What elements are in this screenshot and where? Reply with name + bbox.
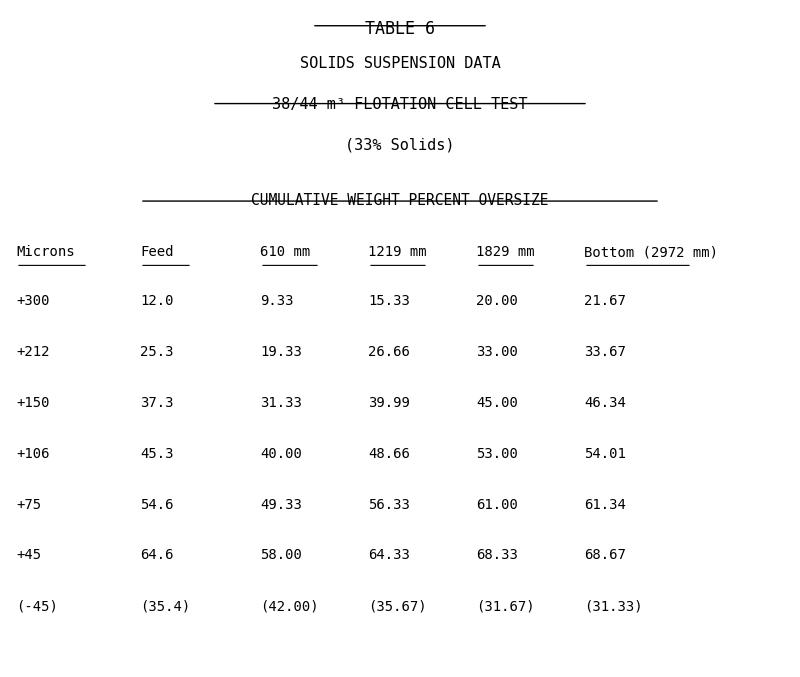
- Text: (35.4): (35.4): [140, 599, 190, 613]
- Text: 68.33: 68.33: [476, 548, 518, 563]
- Text: 1829 mm: 1829 mm: [476, 245, 534, 259]
- Text: 61.00: 61.00: [476, 498, 518, 512]
- Text: 68.67: 68.67: [584, 548, 626, 563]
- Text: CUMULATIVE WEIGHT PERCENT OVERSIZE: CUMULATIVE WEIGHT PERCENT OVERSIZE: [251, 193, 549, 208]
- Text: 46.34: 46.34: [584, 396, 626, 410]
- Text: (31.67): (31.67): [476, 599, 534, 613]
- Text: SOLIDS SUSPENSION DATA: SOLIDS SUSPENSION DATA: [300, 56, 500, 70]
- Text: 48.66: 48.66: [368, 447, 410, 461]
- Text: +212: +212: [16, 345, 50, 359]
- Text: +45: +45: [16, 548, 41, 563]
- Text: 54.01: 54.01: [584, 447, 626, 461]
- Text: (31.33): (31.33): [584, 599, 642, 613]
- Text: 61.34: 61.34: [584, 498, 626, 512]
- Text: +75: +75: [16, 498, 41, 512]
- Text: +300: +300: [16, 294, 50, 309]
- Text: 610 mm: 610 mm: [260, 245, 310, 259]
- Text: 15.33: 15.33: [368, 294, 410, 309]
- Text: 40.00: 40.00: [260, 447, 302, 461]
- Text: 56.33: 56.33: [368, 498, 410, 512]
- Text: Bottom (2972 mm): Bottom (2972 mm): [584, 245, 718, 259]
- Text: 39.99: 39.99: [368, 396, 410, 410]
- Text: (33% Solids): (33% Solids): [346, 137, 454, 152]
- Text: 45.00: 45.00: [476, 396, 518, 410]
- Text: 45.3: 45.3: [140, 447, 174, 461]
- Text: (35.67): (35.67): [368, 599, 426, 613]
- Text: Feed: Feed: [140, 245, 174, 259]
- Text: Microns: Microns: [16, 245, 74, 259]
- Text: 37.3: 37.3: [140, 396, 174, 410]
- Text: 1219 mm: 1219 mm: [368, 245, 426, 259]
- Text: 25.3: 25.3: [140, 345, 174, 359]
- Text: 58.00: 58.00: [260, 548, 302, 563]
- Text: (42.00): (42.00): [260, 599, 318, 613]
- Text: 33.00: 33.00: [476, 345, 518, 359]
- Text: 12.0: 12.0: [140, 294, 174, 309]
- Text: 26.66: 26.66: [368, 345, 410, 359]
- Text: (-45): (-45): [16, 599, 58, 613]
- Text: 21.67: 21.67: [584, 294, 626, 309]
- Text: 33.67: 33.67: [584, 345, 626, 359]
- Text: 9.33: 9.33: [260, 294, 294, 309]
- Text: +150: +150: [16, 396, 50, 410]
- Text: 38/44 m³ FLOTATION CELL TEST: 38/44 m³ FLOTATION CELL TEST: [272, 97, 528, 112]
- Text: 31.33: 31.33: [260, 396, 302, 410]
- Text: +106: +106: [16, 447, 50, 461]
- Text: 19.33: 19.33: [260, 345, 302, 359]
- Text: 53.00: 53.00: [476, 447, 518, 461]
- Text: 49.33: 49.33: [260, 498, 302, 512]
- Text: 54.6: 54.6: [140, 498, 174, 512]
- Text: 64.33: 64.33: [368, 548, 410, 563]
- Text: 20.00: 20.00: [476, 294, 518, 309]
- Text: TABLE 6: TABLE 6: [365, 20, 435, 39]
- Text: 64.6: 64.6: [140, 548, 174, 563]
